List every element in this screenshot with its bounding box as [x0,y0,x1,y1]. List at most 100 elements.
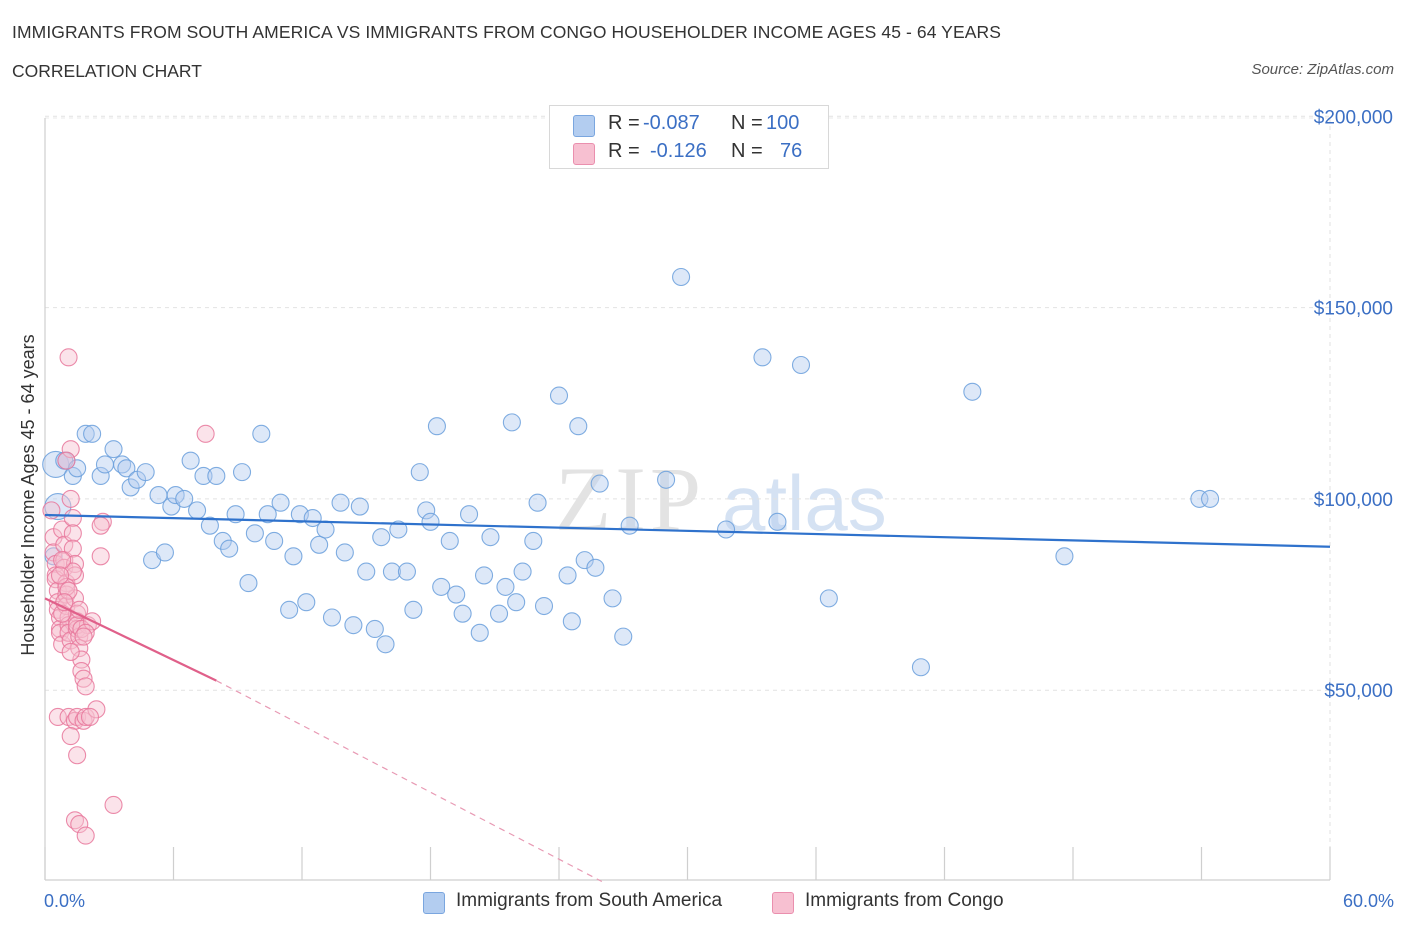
trend-line-congo-extension [216,680,603,883]
data-point [372,528,391,547]
y-tick-label: $200,000 [1314,107,1393,128]
data-point [232,463,252,482]
data-point [239,574,258,593]
trend-line-congo [44,597,217,682]
data-point [68,619,87,639]
data-point [322,608,342,627]
data-point [620,516,639,535]
data-point [53,551,72,570]
series-south-america-points [42,267,1220,677]
bottom-legend-swatch-blue [423,892,445,914]
data-point [245,524,264,543]
data-point [59,348,78,367]
data-point [440,531,459,551]
data-point [558,566,577,585]
data-point [48,707,67,727]
data-point [59,581,78,600]
data-point [265,531,284,551]
data-point [432,577,451,596]
y-tick-label: $100,000 [1314,490,1393,511]
data-point [220,539,239,558]
data-point [68,459,87,478]
legend-swatch-pink [573,143,595,165]
data-point [74,669,93,688]
data-point [528,493,547,512]
data-point [95,455,115,474]
data-point [481,528,500,547]
source-label: Source: ZipAtlas.com [1251,61,1394,78]
data-point [76,424,95,443]
x-tick-label-max: 60.0% [1342,891,1394,911]
data-point [207,466,226,485]
data-point [549,386,569,405]
data-point [410,463,429,482]
data-point [61,642,80,661]
data-point [569,417,588,436]
legend-r-value: -0.087 [643,112,700,134]
data-point [57,451,76,470]
data-point [404,600,423,619]
data-point [421,512,440,531]
legend-n-label: N = [731,112,763,134]
data-point [344,616,363,635]
data-point [194,466,213,485]
data-point [200,516,219,535]
data-point [155,543,174,562]
data-point [104,440,123,459]
trend-line-south-america [44,513,1331,548]
data-point [672,267,691,287]
data-point [63,539,82,558]
data-point [911,658,930,677]
legend-n-value: 76 [780,140,803,162]
data-point [91,466,110,485]
data-point [61,440,80,459]
watermark-zip: ZIP [555,448,705,550]
data-point [91,547,110,566]
data-point [213,531,232,551]
x-tick-label-min: 0.0% [44,891,86,911]
legend-r-label: R = [608,112,640,134]
legend-swatch-blue [573,115,595,137]
data-point [74,627,93,646]
data-point [489,604,509,623]
data-point [76,707,95,727]
legend-n-value: 100 [766,112,800,134]
data-point [502,413,521,432]
data-point [1201,489,1220,508]
y-tick-labels: $200,000 $150,000 $100,000 $50,000 [1314,107,1393,702]
data-point [524,531,543,551]
data-point [188,501,207,520]
data-point [657,470,676,489]
data-point [104,795,123,815]
data-point [68,746,87,765]
data-point [258,505,277,524]
data-point [575,551,594,570]
data-point [44,547,63,566]
data-point [376,635,395,654]
data-point [175,489,194,508]
data-point [121,478,140,497]
data-point [586,558,605,577]
chart-subtitle: CORRELATION CHART [12,61,202,81]
bottom-legend-label: Immigrants from South America [456,890,723,911]
series-congo-points [42,348,215,845]
data-point [447,585,466,604]
data-point [271,493,290,512]
data-point [316,520,335,539]
chart-title: IMMIGRANTS FROM SOUTH AMERICA VS IMMIGRA… [12,22,1002,42]
data-point [196,424,215,443]
legend-r-value: -0.126 [650,140,707,162]
y-axis-label: Householder Income Ages 45 - 64 years [18,334,38,655]
data-point [53,520,72,539]
data-point [166,486,185,505]
data-point [397,562,416,581]
data-point [76,826,95,845]
data-point [365,619,384,639]
data-point [474,566,494,585]
data-point [496,577,515,596]
data-point [310,535,329,554]
data-point [427,417,446,436]
data-point [382,562,402,581]
data-point [614,627,633,646]
data-point [76,677,95,696]
